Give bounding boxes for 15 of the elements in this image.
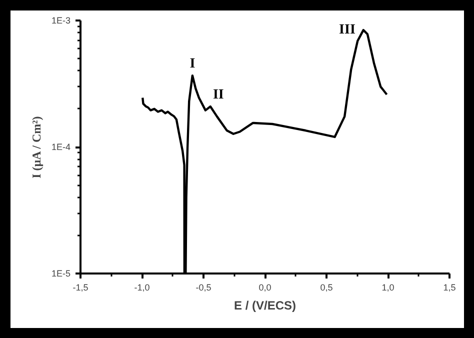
y-tick-label: 1E-3 xyxy=(51,16,71,26)
x-tick-label: -0,5 xyxy=(196,282,212,292)
x-tick-label: 0,0 xyxy=(258,282,272,292)
x-tick-label: -1,0 xyxy=(134,282,150,292)
y-tick-label: 1E-4 xyxy=(51,142,71,152)
x-tick-label: -1,5 xyxy=(72,282,88,292)
x-tick-label: 1,5 xyxy=(443,282,456,292)
x-tick-label: 1,0 xyxy=(382,282,394,292)
annotation: III xyxy=(339,22,356,38)
annotation: II xyxy=(212,88,224,102)
y-tick-label: 1E-5 xyxy=(51,268,71,278)
x-axis-title: E / (V/ECS) xyxy=(234,298,296,312)
x-tick-label: 0,5 xyxy=(320,282,333,292)
annotation: I xyxy=(190,56,196,72)
y-axis-title: I (µA / Cm²) xyxy=(29,116,44,178)
